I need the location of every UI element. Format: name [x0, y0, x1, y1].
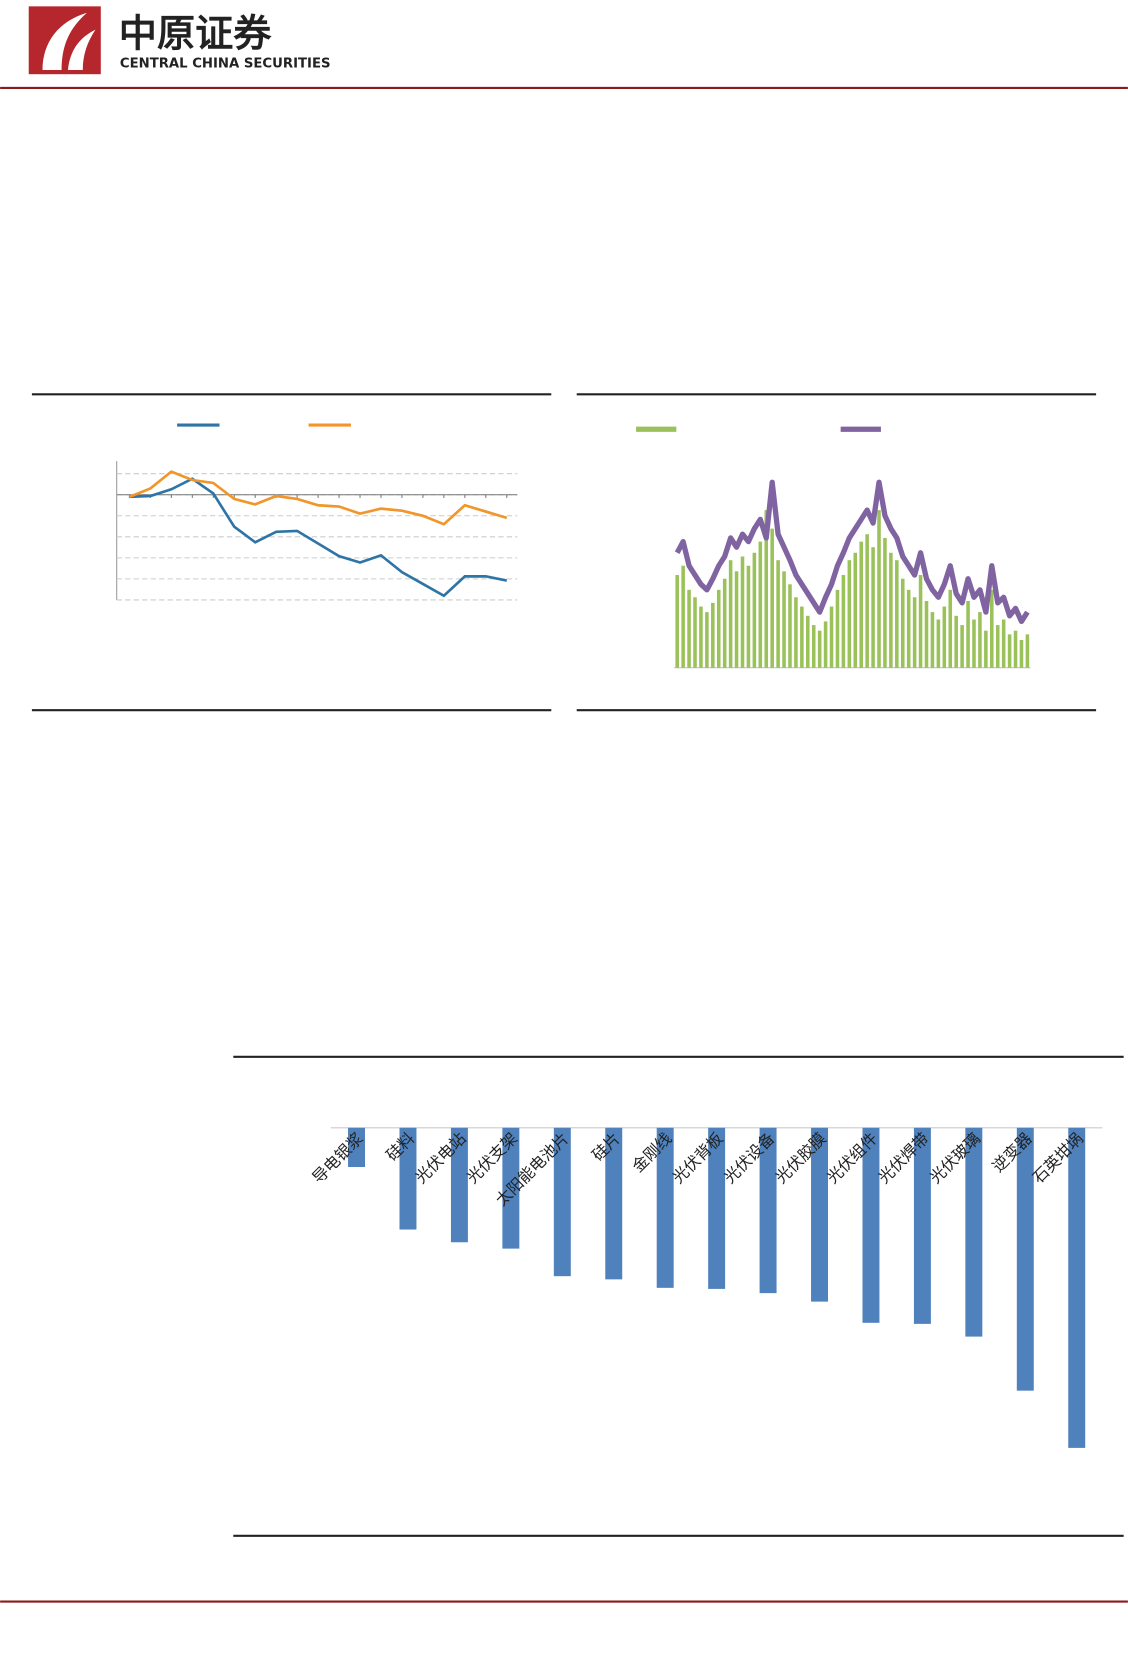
bar	[978, 612, 982, 668]
bar	[847, 560, 852, 668]
bar	[1016, 1127, 1034, 1391]
bar	[806, 615, 810, 668]
bar	[954, 615, 958, 668]
bar	[699, 606, 703, 668]
bar	[782, 571, 786, 668]
bar	[859, 541, 863, 668]
bar	[877, 510, 881, 668]
bar	[960, 625, 964, 668]
bar	[966, 600, 970, 668]
bar	[924, 600, 929, 668]
bar	[752, 552, 757, 668]
line-series	[128, 470, 508, 526]
bar	[835, 589, 840, 668]
bar	[841, 575, 846, 668]
bar	[913, 1127, 931, 1324]
bar	[972, 619, 976, 668]
bar	[764, 510, 769, 668]
bar	[871, 547, 875, 668]
bar	[708, 1127, 726, 1289]
bar	[770, 528, 774, 668]
bar	[984, 630, 988, 668]
bar	[794, 597, 798, 668]
bar	[450, 1127, 468, 1243]
bar	[883, 537, 887, 668]
bar	[990, 589, 994, 668]
logo-curve	[42, 12, 88, 70]
bar	[942, 606, 947, 668]
bar	[811, 1127, 828, 1302]
bar	[553, 1127, 571, 1277]
bar	[889, 552, 893, 668]
bar	[776, 560, 780, 668]
bar	[759, 1127, 777, 1294]
line-series	[674, 479, 1030, 625]
bar	[1013, 630, 1018, 668]
bar	[823, 621, 828, 668]
bar	[740, 556, 745, 668]
bar	[906, 589, 911, 668]
bar	[930, 612, 935, 668]
bar	[758, 541, 763, 668]
bar	[746, 565, 751, 668]
logo	[28, 6, 101, 75]
bar	[605, 1127, 623, 1280]
bar	[829, 606, 834, 668]
bar	[399, 1127, 417, 1230]
bar	[656, 1127, 674, 1288]
bar	[716, 589, 721, 668]
bar	[728, 560, 733, 668]
bar	[687, 589, 691, 668]
bar	[1001, 619, 1006, 668]
bar	[675, 575, 679, 668]
bar	[811, 625, 816, 668]
bar	[1007, 634, 1012, 668]
bar	[900, 578, 905, 668]
bar	[1025, 634, 1030, 668]
bar	[693, 597, 697, 668]
bar	[995, 625, 1000, 668]
bar	[788, 584, 792, 668]
bar	[862, 1127, 880, 1323]
bar	[705, 612, 709, 668]
bar	[711, 602, 715, 668]
bar	[1019, 639, 1024, 668]
bar	[936, 619, 941, 668]
logo-en: CENTRAL CHINA SECURITIES	[120, 57, 331, 72]
bar	[800, 606, 804, 668]
bar	[853, 552, 858, 668]
bar	[734, 571, 739, 668]
logo-cn: 中原证券	[119, 12, 272, 56]
bar	[948, 589, 953, 668]
bar	[681, 565, 685, 668]
bar	[1068, 1127, 1086, 1448]
bar	[817, 630, 822, 668]
bar	[912, 597, 917, 668]
bar	[865, 534, 869, 668]
bar	[722, 578, 727, 668]
bar	[965, 1127, 983, 1337]
bar	[348, 1127, 366, 1168]
bar	[918, 575, 923, 668]
bar	[502, 1127, 520, 1249]
bar	[895, 560, 899, 668]
logo-curve	[67, 29, 96, 70]
